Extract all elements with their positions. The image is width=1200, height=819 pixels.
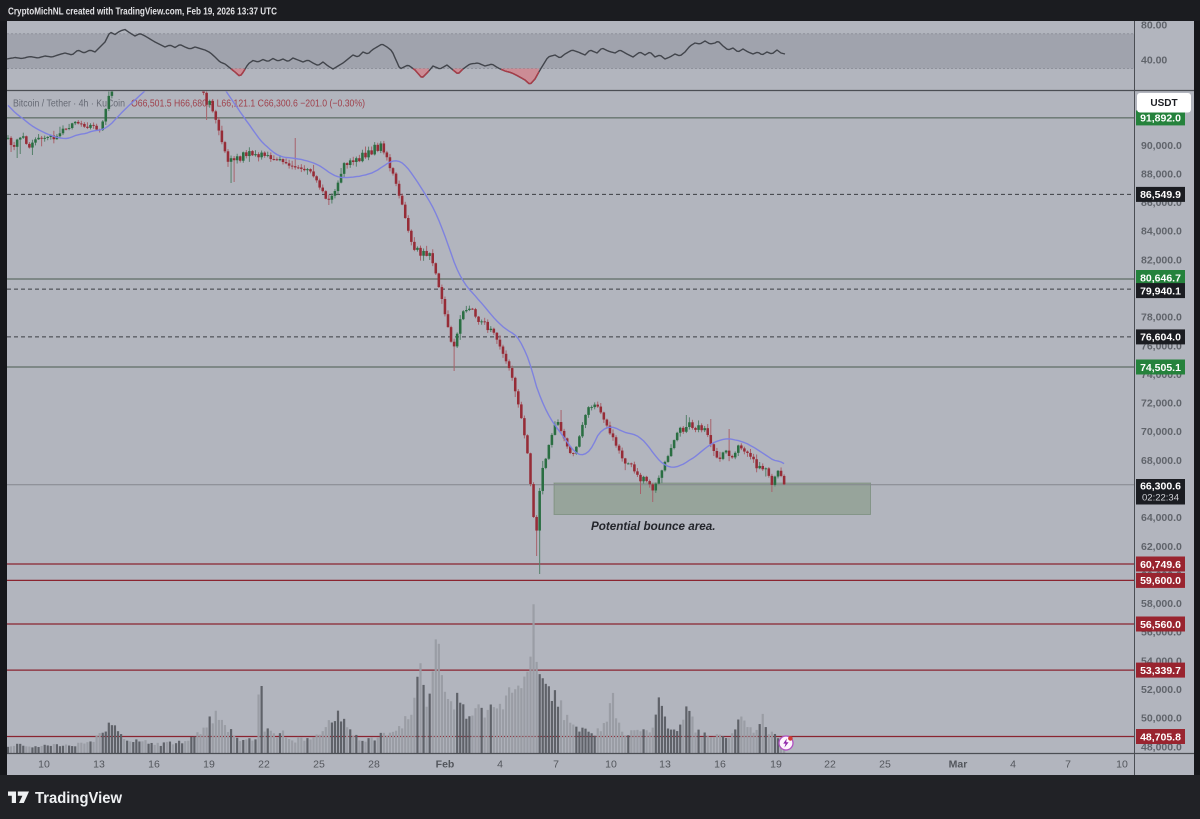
svg-text:10: 10: [605, 759, 617, 771]
svg-text:USDT: USDT: [1150, 98, 1177, 109]
svg-text:72,000.0: 72,000.0: [1141, 398, 1182, 410]
svg-text:53,339.7: 53,339.7: [1140, 665, 1181, 677]
svg-text:10: 10: [1116, 759, 1128, 771]
svg-text:74,505.1: 74,505.1: [1140, 362, 1181, 374]
svg-text:70,000.0: 70,000.0: [1141, 426, 1182, 438]
svg-text:52,000.0: 52,000.0: [1141, 684, 1182, 696]
svg-text:Feb: Feb: [436, 759, 455, 771]
svg-text:40.00: 40.00: [1141, 55, 1167, 67]
svg-text:7: 7: [553, 759, 559, 771]
svg-text:Potential bounce area.: Potential bounce area.: [591, 521, 716, 533]
svg-text:Mar: Mar: [949, 759, 968, 771]
svg-text:25: 25: [313, 759, 325, 771]
svg-text:88,000.0: 88,000.0: [1141, 169, 1182, 181]
svg-text:64,000.0: 64,000.0: [1141, 512, 1182, 524]
svg-text:CryptoMichNL created with Trad: CryptoMichNL created with TradingView.co…: [8, 6, 277, 18]
svg-text:80.00: 80.00: [1141, 20, 1167, 32]
svg-text:91,892.0: 91,892.0: [1140, 113, 1181, 125]
svg-text:68,000.0: 68,000.0: [1141, 455, 1182, 467]
svg-text:4: 4: [497, 759, 503, 771]
svg-text:16: 16: [714, 759, 726, 771]
svg-text:10: 10: [38, 759, 50, 771]
svg-text:66,300.6: 66,300.6: [1140, 481, 1181, 493]
svg-text:48,000.0: 48,000.0: [1141, 741, 1182, 753]
svg-text:48,705.8: 48,705.8: [1140, 731, 1181, 743]
svg-text:19: 19: [770, 759, 782, 771]
svg-text:TradingView: TradingView: [35, 790, 123, 807]
svg-text:56,560.0: 56,560.0: [1140, 619, 1181, 631]
svg-text:50,000.0: 50,000.0: [1141, 713, 1182, 725]
svg-text:16: 16: [148, 759, 160, 771]
svg-text:4: 4: [1010, 759, 1016, 771]
svg-text:84,000.0: 84,000.0: [1141, 226, 1182, 238]
svg-text:58,000.0: 58,000.0: [1141, 598, 1182, 610]
svg-text:82,000.0: 82,000.0: [1141, 254, 1182, 266]
svg-text:7: 7: [1065, 759, 1071, 771]
svg-text:Bitcoin / Tether · 4h · KuCoin: Bitcoin / Tether · 4h · KuCoin: [13, 99, 125, 110]
svg-text:90,000.0: 90,000.0: [1141, 140, 1182, 152]
svg-text:22: 22: [824, 759, 836, 771]
svg-text:60,749.6: 60,749.6: [1140, 559, 1181, 571]
svg-text:19: 19: [203, 759, 215, 771]
svg-text:79,940.1: 79,940.1: [1140, 285, 1181, 297]
svg-text:59,600.0: 59,600.0: [1140, 575, 1181, 587]
svg-text:25: 25: [879, 759, 891, 771]
svg-text:86,549.9: 86,549.9: [1140, 189, 1181, 201]
svg-text:02:22:34: 02:22:34: [1142, 493, 1179, 504]
svg-text:13: 13: [93, 759, 105, 771]
svg-text:76,604.0: 76,604.0: [1140, 332, 1181, 344]
svg-text:22: 22: [258, 759, 270, 771]
svg-text:13: 13: [659, 759, 671, 771]
svg-text:78,000.0: 78,000.0: [1141, 312, 1182, 324]
svg-text:28: 28: [368, 759, 380, 771]
svg-text:80,646.7: 80,646.7: [1140, 272, 1181, 284]
svg-text:O66,501.5 H66,680.4 L66,121.1: O66,501.5 H66,680.4 L66,121.1 C66,300.6 …: [131, 99, 365, 110]
svg-text:62,000.0: 62,000.0: [1141, 541, 1182, 553]
